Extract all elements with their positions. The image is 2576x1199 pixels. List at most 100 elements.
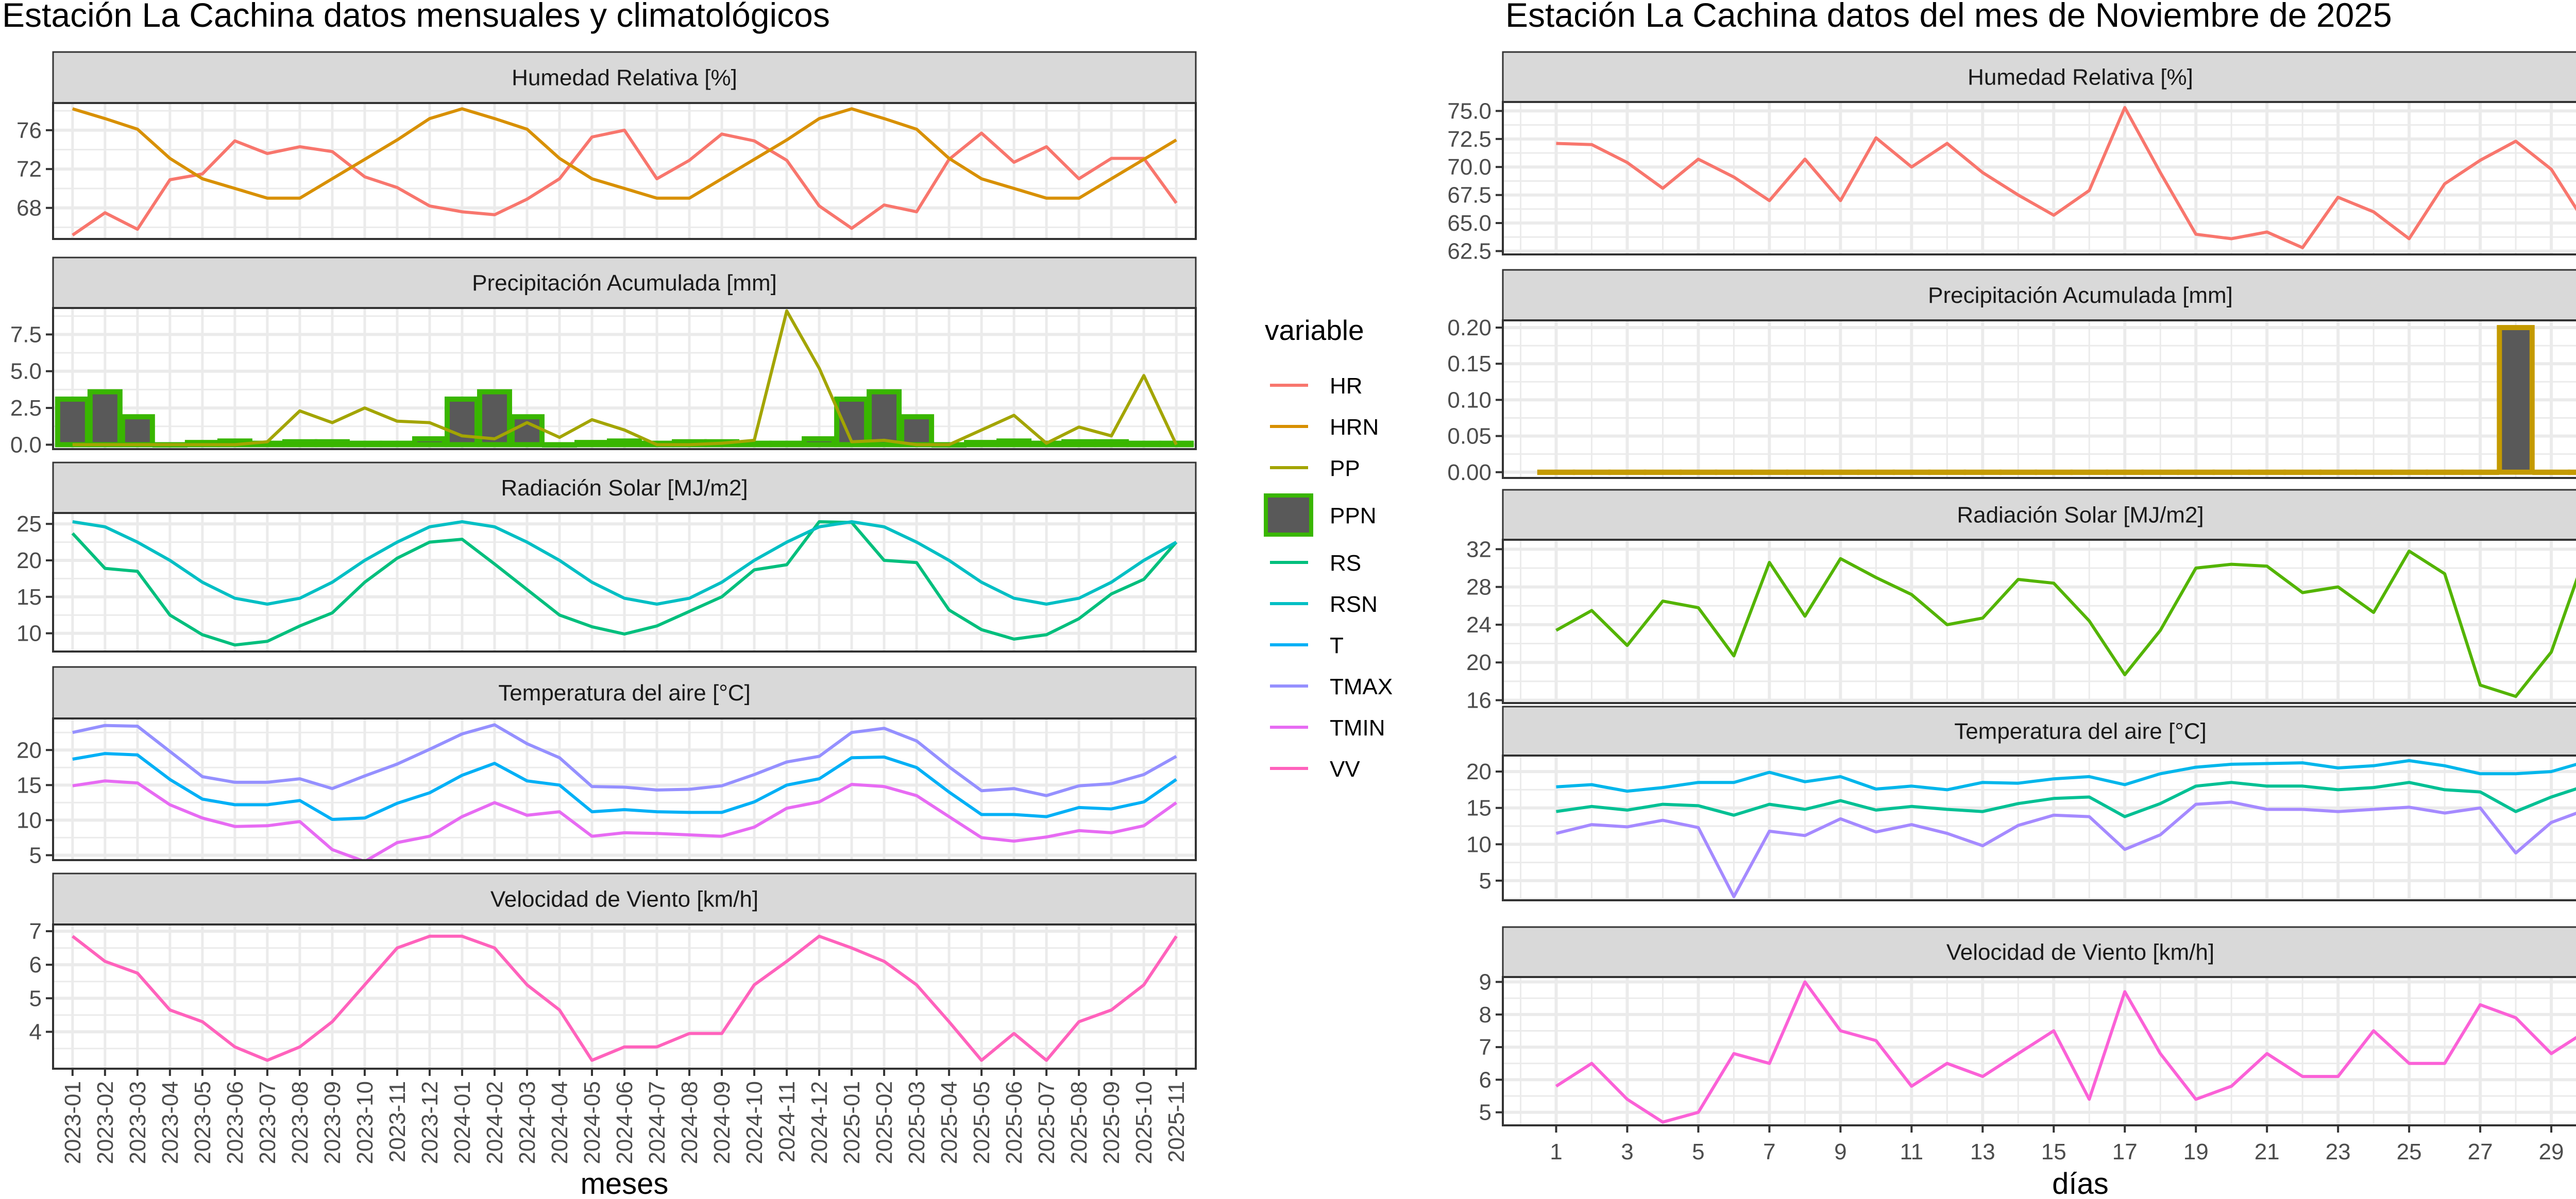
panel-border xyxy=(1502,539,2576,704)
series-line-hr xyxy=(72,128,1178,236)
panel-border xyxy=(1502,101,2576,255)
y-tick-label: 25 xyxy=(16,511,42,537)
bar-pp xyxy=(1679,469,1718,475)
bar-ppn xyxy=(509,414,545,448)
y-tick-label: 67.5 xyxy=(1447,183,1492,208)
bar-pp xyxy=(2248,469,2286,475)
facet-strip-label: Precipitación Acumulada [mm] xyxy=(472,270,777,296)
y-tick-label: 5.0 xyxy=(10,359,42,384)
legend-item-vv: VV xyxy=(1270,757,1360,782)
y-tick-label: 68 xyxy=(16,196,42,221)
plot-data xyxy=(71,520,1178,647)
bar-pp xyxy=(2035,469,2073,475)
x-tick-label: 19 xyxy=(2183,1139,2209,1164)
y-tick-label: 28 xyxy=(1466,575,1492,600)
y-tick-label: 0.20 xyxy=(1447,315,1492,340)
y-tick-label: 75.0 xyxy=(1447,98,1492,124)
bar-pp xyxy=(1928,469,1967,475)
y-tick-label: 15 xyxy=(16,585,42,610)
bar-ppn xyxy=(412,436,447,448)
bar-pp xyxy=(2141,469,2179,475)
y-tick-label: 6 xyxy=(29,952,42,978)
x-tick-label: 2023-02 xyxy=(93,1081,118,1164)
bar-ppn xyxy=(867,389,902,448)
x-tick-label: 2024-08 xyxy=(677,1081,702,1164)
x-tick-label: 2024-06 xyxy=(612,1081,637,1164)
bar-pp xyxy=(2212,469,2250,475)
x-tick-label: 15 xyxy=(2041,1139,2066,1164)
y-tick-label: 20 xyxy=(16,738,42,763)
facet-strip-label: Velocidad de Viento [km/h] xyxy=(1946,940,2214,965)
bar-ppn xyxy=(737,440,772,448)
plot-data xyxy=(71,934,1178,1062)
legend-title: variable xyxy=(1265,314,1364,346)
y-tick-label: 20 xyxy=(1466,650,1492,675)
bar-pp xyxy=(1572,469,1611,475)
y-tick-label: 5 xyxy=(29,986,42,1011)
plot-background xyxy=(1503,977,2576,1125)
x-tick-label: 2024-03 xyxy=(515,1081,540,1164)
series-line-t xyxy=(72,752,1177,821)
x-tick-label: 2023-09 xyxy=(320,1081,345,1164)
legend-item-rsn: RSN xyxy=(1270,592,1378,617)
series-line-rsn xyxy=(72,520,1177,606)
legend: variable HR HRN PP PPN RS RSN T TMAX TMIN VV xyxy=(1264,314,1393,782)
x-tick-label: 2023-11 xyxy=(385,1081,410,1162)
y-tick-label: 10 xyxy=(16,621,42,646)
x-tick-label: 2023-05 xyxy=(190,1081,215,1164)
plot-data xyxy=(55,309,1194,448)
panel-border xyxy=(1502,976,2576,1126)
chart-title-right: Estación La Cachina datos del mes de Nov… xyxy=(1505,0,2392,34)
panel-border xyxy=(52,512,1197,653)
series-line-tmax xyxy=(1556,759,2576,793)
panel-border xyxy=(1502,755,2576,901)
bar-ppn xyxy=(899,414,935,448)
y-tick-label: 20 xyxy=(16,548,42,573)
x-tick-label: 2025-01 xyxy=(839,1081,865,1164)
facet-strip-label: Velocidad de Viento [km/h] xyxy=(490,887,758,912)
x-axis-title: meses xyxy=(581,1167,669,1199)
legend-label: PP xyxy=(1330,456,1360,481)
x-tick-label: 2024-07 xyxy=(645,1081,670,1164)
y-tick-label: 24 xyxy=(1466,612,1492,638)
x-tick-label: 2023-01 xyxy=(60,1081,86,1164)
x-tick-label: 2023-08 xyxy=(287,1081,313,1164)
bar-ppn xyxy=(607,438,642,448)
legend-label: HR xyxy=(1330,373,1363,399)
bar-ppn xyxy=(282,439,317,448)
series-line-rs xyxy=(1555,550,2576,698)
x-tick-label: 27 xyxy=(2468,1139,2493,1164)
series-line-pp xyxy=(72,309,1178,447)
facet-panel-4: Velocidad de Viento [km/h] 4 5 6 7 xyxy=(29,872,1197,1070)
facet-panel-0: Humedad Relativa [%] 68 72 76 xyxy=(16,51,1197,240)
bar-ppn xyxy=(541,442,577,448)
x-tick-label: 17 xyxy=(2112,1139,2138,1164)
series-line-tmin xyxy=(72,779,1177,860)
facet-panel-2: Radiación Solar [MJ/m2] 16 20 24 28 32 xyxy=(1466,489,2576,713)
series-line-hr xyxy=(1556,106,2576,249)
bar-ppn xyxy=(834,396,870,448)
bar-pp xyxy=(1537,469,1575,475)
facet-strip-label: Radiación Solar [MJ/m2] xyxy=(501,475,748,501)
y-tick-label: 5 xyxy=(1479,1100,1492,1125)
y-tick-label: 7 xyxy=(1479,1035,1492,1060)
series-line-t xyxy=(1556,781,2576,818)
series-line-hrn xyxy=(72,107,1177,200)
bar-ppn xyxy=(996,438,1032,448)
bar-ppn xyxy=(1061,439,1097,448)
y-tick-label: 0.00 xyxy=(1447,460,1492,485)
y-tick-label: 15 xyxy=(1466,796,1492,821)
plot-background xyxy=(1503,540,2576,703)
facet-strip-label: Temperatura del aire [°C] xyxy=(498,680,751,706)
plot-data xyxy=(72,107,1178,236)
panel-border xyxy=(52,717,1197,861)
legend-label: RSN xyxy=(1330,592,1378,617)
facet-strip xyxy=(1502,269,2576,321)
bar-pp xyxy=(2426,469,2464,475)
panel-border xyxy=(52,307,1197,450)
plot-data xyxy=(1556,106,2576,249)
series-line-vv xyxy=(1555,980,2576,1124)
y-tick-label: 76 xyxy=(16,118,42,143)
